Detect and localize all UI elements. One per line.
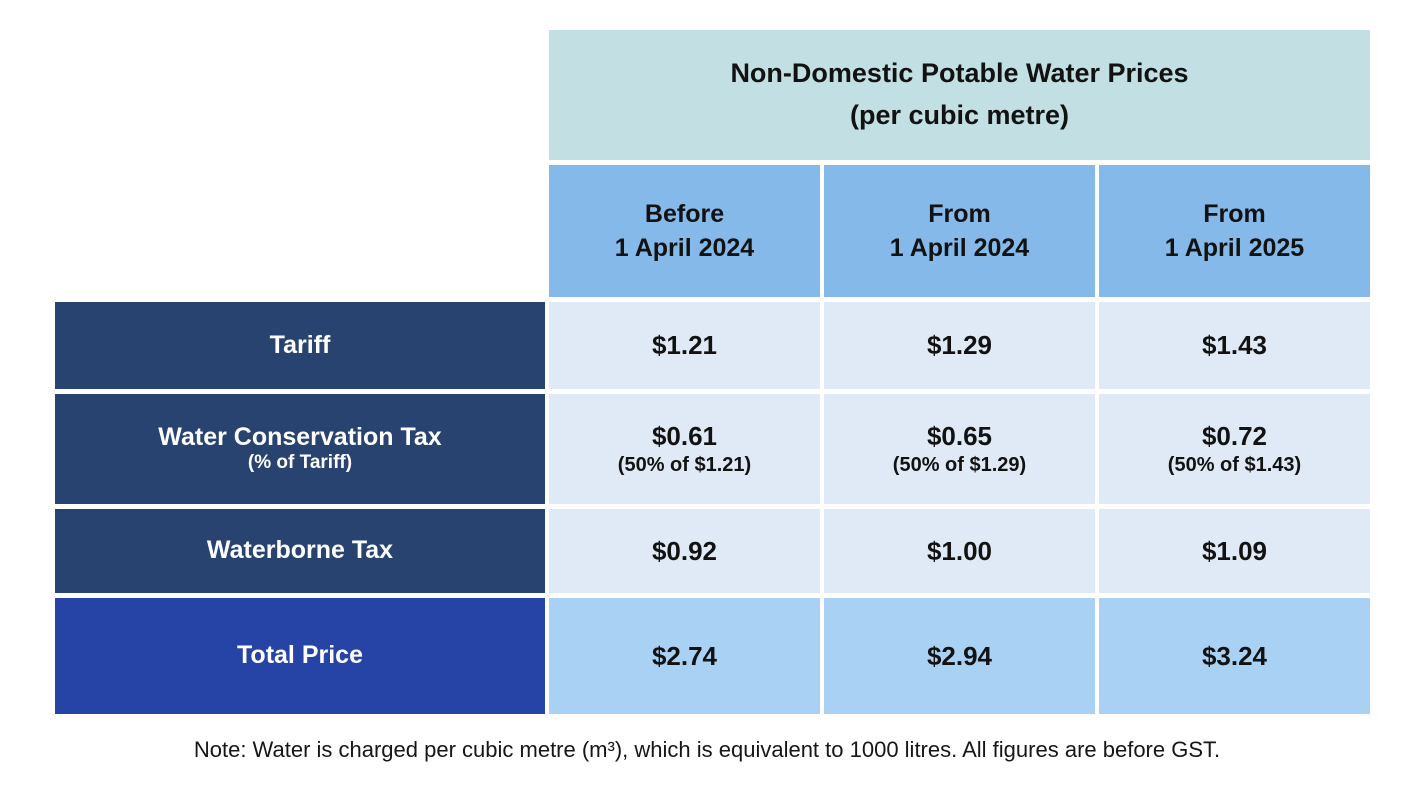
row-label-text: Waterborne Tax bbox=[206, 536, 394, 565]
cell-value: $1.43 bbox=[1201, 330, 1268, 361]
row-label-water-conservation-tax: Water Conservation Tax (% of Tariff) bbox=[55, 394, 545, 504]
row-label-total-price: Total Price bbox=[55, 598, 545, 714]
row-label-text: Total Price bbox=[237, 641, 363, 670]
cell-value: $0.61 bbox=[651, 421, 718, 452]
cell-total-from-2025: $3.24 bbox=[1099, 598, 1370, 714]
cell-value: $3.24 bbox=[1201, 640, 1268, 671]
column-header-line1: From bbox=[928, 199, 991, 228]
column-header-from-1-april-2024: From 1 April 2024 bbox=[824, 165, 1095, 297]
table-title-line2: (per cubic metre) bbox=[849, 100, 1070, 130]
cell-tariff-from-2025: $1.43 bbox=[1099, 302, 1370, 389]
column-header-line2: 1 April 2024 bbox=[614, 234, 755, 262]
column-header-line1: Before bbox=[644, 199, 725, 228]
cell-total-from-2024: $2.94 bbox=[824, 598, 1095, 714]
table-title-line1: Non-Domestic Potable Water Prices bbox=[730, 58, 1189, 89]
row-sublabel-text: (% of Tariff) bbox=[247, 452, 353, 474]
row-label-tariff: Tariff bbox=[55, 302, 545, 389]
cell-wct-from-2025: $0.72 (50% of $1.43) bbox=[1099, 394, 1370, 504]
row-label-waterborne-tax: Waterborne Tax bbox=[55, 509, 545, 593]
table-title: Non-Domestic Potable Water Prices (per c… bbox=[549, 30, 1370, 160]
cell-tariff-from-2024: $1.29 bbox=[824, 302, 1095, 389]
cell-value: $2.74 bbox=[651, 640, 718, 671]
cell-waterborne-before-2024: $0.92 bbox=[549, 509, 820, 593]
cell-subvalue: (50% of $1.29) bbox=[892, 453, 1027, 476]
cell-waterborne-from-2025: $1.09 bbox=[1099, 509, 1370, 593]
cell-value: $1.09 bbox=[1201, 535, 1268, 566]
footnote: Note: Water is charged per cubic metre (… bbox=[193, 737, 1221, 762]
cell-value: $1.21 bbox=[651, 330, 718, 361]
cell-waterborne-from-2024: $1.00 bbox=[824, 509, 1095, 593]
cell-value: $0.92 bbox=[651, 535, 718, 566]
cell-wct-before-2024: $0.61 (50% of $1.21) bbox=[549, 394, 820, 504]
cell-tariff-before-2024: $1.21 bbox=[549, 302, 820, 389]
cell-total-before-2024: $2.74 bbox=[549, 598, 820, 714]
row-label-text: Water Conservation Tax bbox=[158, 422, 442, 451]
cell-value: $0.72 bbox=[1201, 421, 1268, 452]
water-prices-table: Non-Domestic Potable Water Prices (per c… bbox=[55, 30, 1370, 714]
column-header-line1: From bbox=[1203, 199, 1266, 228]
cell-value: $0.65 bbox=[926, 421, 993, 452]
column-header-before-1-april-2024: Before 1 April 2024 bbox=[549, 165, 820, 297]
column-header-line2: 1 April 2025 bbox=[1164, 234, 1305, 262]
cell-wct-from-2024: $0.65 (50% of $1.29) bbox=[824, 394, 1095, 504]
cell-subvalue: (50% of $1.21) bbox=[617, 453, 752, 476]
cell-value: $1.29 bbox=[926, 330, 993, 361]
cell-subvalue: (50% of $1.43) bbox=[1167, 453, 1302, 476]
row-label-text: Tariff bbox=[269, 330, 331, 359]
cell-value: $2.94 bbox=[926, 640, 993, 671]
cell-value: $1.00 bbox=[926, 535, 993, 566]
column-header-from-1-april-2025: From 1 April 2025 bbox=[1099, 165, 1370, 297]
column-header-line2: 1 April 2024 bbox=[889, 234, 1030, 262]
